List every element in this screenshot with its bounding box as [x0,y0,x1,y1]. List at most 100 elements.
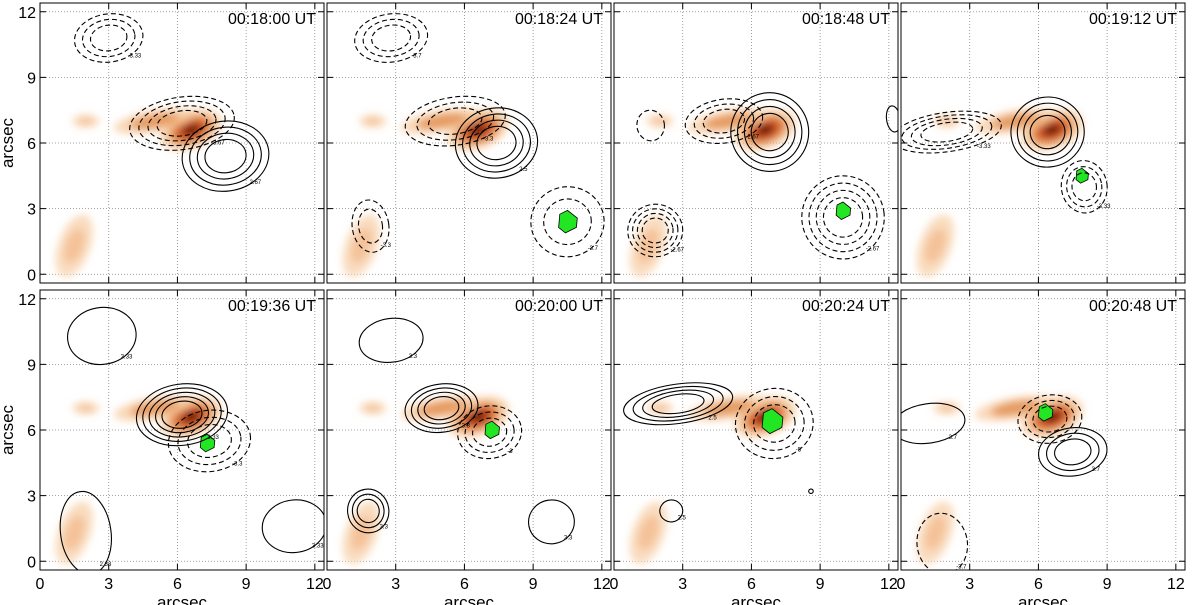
panel-plot-area: 2.5 -5 2.5 [614,290,898,570]
contour-line [423,396,460,421]
x-tick-label: 3 [965,576,974,593]
positive-contour: 2.67 [181,120,270,192]
contour-line [155,396,209,434]
panel-7: 2.5 -5 2.5 00:20:24 UT 0 3 6 9 12 arcsec [610,289,899,605]
contour-line [362,18,420,58]
contour-line [659,499,684,523]
contour-line [734,387,814,460]
contour-label: 3.3 [564,535,573,541]
y-tick-label: 3 [27,202,36,219]
intensity-blob [64,515,85,551]
contour-line [187,423,232,458]
contour-line [623,382,734,426]
intensity-blob [351,228,372,264]
contour-label: -3.33 [977,144,991,150]
contour-label: -2.67 [866,247,880,253]
y-tick-label: 6 [27,423,36,440]
y-axis-label: arcsec [0,117,17,168]
panel-timestamp: 00:19:12 UT [1089,11,1177,28]
x-tick-label: 9 [816,576,825,593]
positive-contour: 3.7 [901,402,966,445]
contour-label: 3.7 [949,435,958,441]
contour-label: -5 [796,447,802,453]
x-tick-label: 12 [880,576,898,593]
panel-5: 3.33 3.33 -3.3 2.33 3.33 00:19:36 UT 0 3 6 9 12 arc… [0,289,325,605]
contour-line [462,113,531,173]
contour-line [642,389,715,418]
contour-line [901,110,1002,154]
contour-line [167,409,252,473]
contour-line [1017,394,1083,444]
intensity-blob [130,400,179,416]
contour-line [135,383,229,447]
negative-contour: -2.67 [801,175,885,260]
y-tick-label: 9 [27,70,36,87]
contour-line [89,24,128,52]
panel-plot-area: 3.3 3.3 -3 3.3 3.3 [327,290,611,570]
intensity-blob [704,400,753,416]
contour-line [822,197,864,238]
contour-line [1023,108,1072,156]
contour-line [1060,160,1108,214]
contour-line [636,109,665,142]
x-tick-label: 0 [610,576,619,593]
contour-line [81,18,136,58]
x-axis-label: arcsec [157,593,208,605]
contour-label: 3.33 [312,543,324,549]
contour-label: -3.7 [411,53,422,59]
negative-contour: -3.33 [901,110,1002,154]
positive-contour: 3.3 [528,499,575,545]
contour-line [651,393,705,415]
green-source-marker [484,420,500,440]
y-tick-label: 12 [18,5,36,22]
panel-2: -3.7 -3.3 2.5 -3.3 -3.7 00:18:24 UT [326,2,612,284]
contour-line [901,402,966,445]
contour-label: 3.3 [462,423,471,429]
contour-line [636,212,674,249]
y-tick-label: 9 [27,357,36,374]
y-axis-label: arcsec [0,404,17,455]
x-tick-label: 12 [1167,576,1185,593]
intensity-blob [365,117,381,125]
positive-contour: 3.3 [347,488,390,534]
intensity-blob [991,113,1040,129]
x-tick-label: 6 [460,576,469,593]
contour-line [641,217,669,244]
x-tick-label: 6 [1034,576,1043,593]
intensity-blob [184,125,198,135]
contour-line [753,404,796,443]
contour-line [1066,166,1103,208]
panel-plot-area: -3.33 -3.67 2.67 [40,3,324,283]
panel-timestamp: 00:20:00 UT [515,298,603,315]
intensity-map [916,395,1083,565]
intensity-blob [925,515,946,551]
contour-line [73,13,144,63]
contour-label: -3.3 [232,461,243,467]
contour-line [885,105,898,133]
positive-contour: 3.3 [404,383,479,434]
panel-timestamp: 00:19:36 UT [228,298,316,315]
y-tick-label: 0 [27,267,36,284]
intensity-blob [652,117,668,125]
panel-6: 3.3 3.3 -3 3.3 3.3 00:20:00 UT 0 3 6 9 12 arcsec [323,289,612,605]
negative-contour [636,109,665,142]
intensity-blob [925,228,946,264]
intensity-map [342,395,509,565]
negative-contour: -3.33 [1060,160,1111,214]
positive-contour: 3.7 [1038,427,1108,477]
negative-contour: -3.7 [916,512,969,570]
contour-line [693,103,755,139]
x-tick-label: 6 [173,576,182,593]
negative-contour: -3.3 [167,409,252,473]
contour-label: 3.3 [380,524,389,530]
x-tick-label: 0 [323,576,332,593]
contour-label: -3.3 [381,243,392,249]
positive-contour: 2.33 [59,490,112,570]
panel-plot-area: -2.67-2.67-2.673.33 [614,3,898,283]
contour-line [1029,114,1066,150]
contour-line [910,117,983,147]
contour-label: 3.7 [1092,467,1101,473]
intensity-blob [652,404,668,412]
x-tick-label: 6 [747,576,756,593]
